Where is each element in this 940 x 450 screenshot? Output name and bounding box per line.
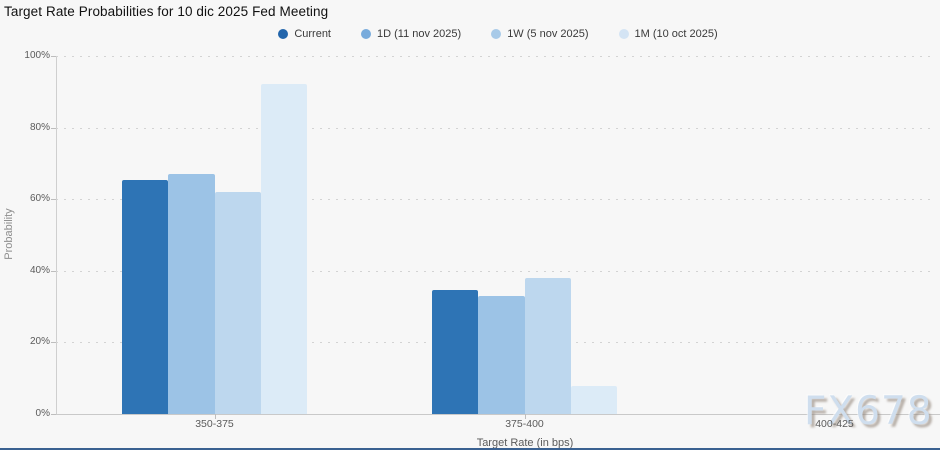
- bottom-divider: [0, 448, 940, 450]
- legend-item-1m[interactable]: 1M (10 oct 2025): [618, 28, 718, 40]
- legend-label: 1M (10 oct 2025): [634, 28, 718, 40]
- gridline-40%: [56, 270, 936, 272]
- y-tick-label-20%: 20%: [29, 336, 50, 348]
- gridline-60%: [56, 199, 936, 201]
- legend-marker-icon: [618, 29, 629, 39]
- bar-1d-375-400[interactable]: [478, 296, 525, 414]
- bar-1d-350-375[interactable]: [168, 173, 215, 414]
- y-axis-tick: [51, 270, 56, 272]
- x-tick-label-375-400: 375-400: [505, 418, 544, 430]
- y-tick-label-80%: 80%: [29, 121, 50, 133]
- bar-current-375-400[interactable]: [432, 290, 479, 414]
- bar-1w-350-375[interactable]: [214, 192, 261, 414]
- x-axis-tick: [214, 414, 216, 419]
- y-axis-tick: [51, 342, 56, 344]
- legend-label: 1D (11 nov 2025): [377, 28, 462, 40]
- bar-1w-375-400[interactable]: [524, 277, 571, 414]
- legend-marker-icon: [278, 29, 289, 39]
- bar-1m-350-375[interactable]: [260, 83, 307, 414]
- y-axis-title: Probability: [3, 208, 15, 260]
- gridline-100%: [56, 56, 936, 57]
- y-tick-label-60%: 60%: [29, 193, 50, 205]
- legend-label: Current: [294, 28, 331, 40]
- y-tick-label-100%: 100%: [24, 50, 50, 61]
- y-tick-label-0%: 0%: [35, 408, 50, 419]
- x-tick-label-400-425: 400-425: [815, 418, 854, 430]
- y-axis-line: [56, 56, 57, 414]
- x-axis-line: [56, 414, 940, 415]
- chart-title: Target Rate Probabilities for 10 dic 202…: [4, 4, 329, 19]
- y-axis-tick: [51, 414, 56, 415]
- legend-item-1w[interactable]: 1W (5 nov 2025): [491, 28, 589, 40]
- y-axis-tick: [51, 56, 56, 57]
- y-axis-tick: [51, 127, 56, 129]
- legend-item-current[interactable]: Current: [278, 28, 331, 40]
- y-axis-tick: [51, 199, 56, 201]
- y-tick-label-40%: 40%: [29, 264, 50, 276]
- legend-marker-icon: [491, 29, 502, 39]
- legend: Current 1D (11 nov 2025) 1W (5 nov 2025) 1M…: [56, 25, 940, 43]
- gridline-80%: [56, 127, 936, 129]
- bar-current-350-375[interactable]: [122, 179, 169, 414]
- legend-label: 1W (5 nov 2025): [507, 28, 589, 40]
- x-tick-label-350-375: 350-375: [195, 418, 234, 430]
- bar-1m-375-400[interactable]: [570, 386, 617, 414]
- legend-item-1d[interactable]: 1D (11 nov 2025): [361, 28, 461, 40]
- x-axis-tick: [524, 414, 526, 419]
- legend-marker-icon: [361, 29, 371, 39]
- x-axis-title: Target Rate (in bps): [476, 437, 574, 449]
- x-axis-tick: [834, 414, 836, 419]
